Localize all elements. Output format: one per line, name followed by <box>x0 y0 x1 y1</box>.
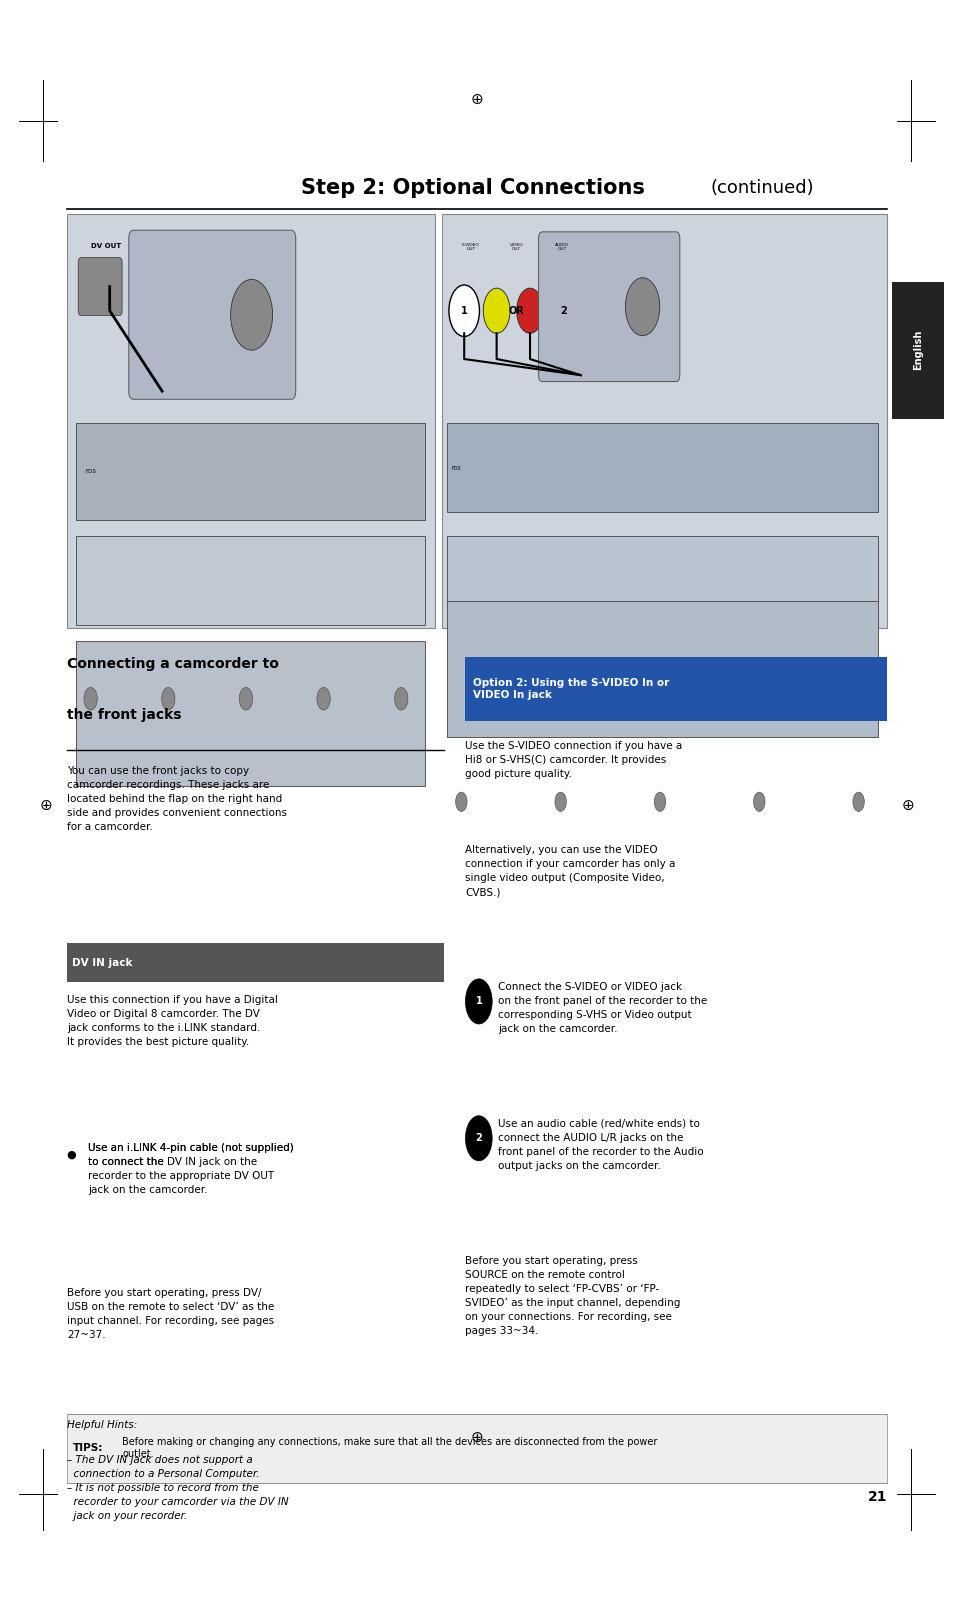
FancyBboxPatch shape <box>67 943 443 982</box>
Text: ●: ● <box>67 1150 76 1159</box>
Text: 21: 21 <box>867 1491 886 1504</box>
Text: Connecting a camcorder to: Connecting a camcorder to <box>67 657 278 671</box>
FancyBboxPatch shape <box>465 657 886 721</box>
Text: AUDIO
OUT: AUDIO OUT <box>555 243 569 251</box>
Text: OR: OR <box>508 306 524 316</box>
Circle shape <box>550 288 577 333</box>
Text: Use this connection if you have a Digital
Video or Digital 8 camcorder. The DV
j: Use this connection if you have a Digita… <box>67 995 277 1046</box>
Circle shape <box>231 280 273 351</box>
FancyBboxPatch shape <box>538 232 679 382</box>
Circle shape <box>395 687 408 710</box>
Text: 2: 2 <box>475 1133 481 1143</box>
Text: Before you start operating, press
SOURCE on the remote control
repeatedly to sel: Before you start operating, press SOURCE… <box>465 1256 680 1336</box>
Text: DV IN jack: DV IN jack <box>71 958 132 968</box>
Text: ⊕: ⊕ <box>901 797 914 813</box>
Text: 1: 1 <box>460 306 467 316</box>
Text: English: English <box>912 330 923 370</box>
FancyBboxPatch shape <box>891 282 943 419</box>
Text: Connect the S-VIDEO or VIDEO jack
on the front panel of the recorder to the
corr: Connect the S-VIDEO or VIDEO jack on the… <box>497 982 706 1034</box>
Circle shape <box>449 285 479 336</box>
Text: Use an i.LINK 4-pin cable (not supplied)
to connect the ​​​​​​​​​​​​​​​​​: Use an i.LINK 4-pin cable (not supplied)… <box>88 1143 294 1167</box>
FancyBboxPatch shape <box>447 423 877 512</box>
Circle shape <box>555 792 566 811</box>
Text: S-VIDEO
OUT: S-VIDEO OUT <box>461 243 479 251</box>
Text: Use the S-VIDEO connection if you have a
Hi8 or S-VHS(C) camcorder. It provides
: Use the S-VIDEO connection if you have a… <box>465 741 682 779</box>
Text: the front jacks: the front jacks <box>67 708 181 723</box>
Circle shape <box>239 687 253 710</box>
Text: ⊕: ⊕ <box>470 1430 483 1446</box>
Text: FDS: FDS <box>86 469 96 475</box>
Text: TIPS:: TIPS: <box>72 1443 103 1454</box>
Text: – The DV IN jack does not support a
  connection to a Personal Computer.
– It is: – The DV IN jack does not support a conn… <box>67 1455 288 1521</box>
FancyBboxPatch shape <box>76 423 425 520</box>
Text: Step 2: Optional Connections: Step 2: Optional Connections <box>301 179 652 198</box>
FancyBboxPatch shape <box>67 1414 886 1483</box>
FancyBboxPatch shape <box>67 214 435 628</box>
Text: DV OUT: DV OUT <box>91 243 121 250</box>
Circle shape <box>548 285 578 336</box>
Text: Before you start operating, press DV/
USB on the remote to select ‘DV’ as the
in: Before you start operating, press DV/ US… <box>67 1288 274 1340</box>
Text: You can use the front jacks to copy
camcorder recordings. These jacks are
locate: You can use the front jacks to copy camc… <box>67 766 287 832</box>
Text: Before making or changing any connections, make sure that all the devices are di: Before making or changing any connection… <box>122 1438 657 1459</box>
Circle shape <box>625 279 659 336</box>
FancyBboxPatch shape <box>447 536 877 625</box>
FancyBboxPatch shape <box>78 258 122 316</box>
Text: Use an audio cable (red/white ends) to
connect the AUDIO L/R jacks on the
front : Use an audio cable (red/white ends) to c… <box>497 1119 702 1170</box>
Circle shape <box>161 687 174 710</box>
FancyBboxPatch shape <box>76 536 425 625</box>
Circle shape <box>465 979 492 1024</box>
Text: (continued): (continued) <box>710 179 814 198</box>
Circle shape <box>84 687 97 710</box>
Text: Use an i.LINK 4-pin cable (not supplied)
to connect the DV IN jack on the
record: Use an i.LINK 4-pin cable (not supplied)… <box>88 1143 294 1195</box>
FancyBboxPatch shape <box>76 641 425 786</box>
Circle shape <box>753 792 764 811</box>
Circle shape <box>465 1116 492 1161</box>
Circle shape <box>852 792 863 811</box>
Circle shape <box>316 687 330 710</box>
FancyBboxPatch shape <box>129 230 295 399</box>
Text: Helpful Hints:: Helpful Hints: <box>67 1420 137 1430</box>
Circle shape <box>483 288 510 333</box>
Circle shape <box>517 288 543 333</box>
FancyBboxPatch shape <box>442 214 886 628</box>
Circle shape <box>654 792 665 811</box>
Text: ⊕: ⊕ <box>470 92 483 108</box>
Text: ⊕: ⊕ <box>39 797 52 813</box>
Text: 2: 2 <box>559 306 566 316</box>
Text: FDS: FDS <box>452 465 461 472</box>
Text: Alternatively, you can use the VIDEO
connection if your camcorder has only a
sin: Alternatively, you can use the VIDEO con… <box>465 845 675 897</box>
Text: Option 2: Using the S-VIDEO In or
VIDEO In jack: Option 2: Using the S-VIDEO In or VIDEO … <box>473 678 669 700</box>
Circle shape <box>451 288 477 333</box>
Circle shape <box>456 792 467 811</box>
FancyBboxPatch shape <box>447 601 877 737</box>
Text: 1: 1 <box>475 997 481 1006</box>
Text: VIDEO
OUT: VIDEO OUT <box>509 243 523 251</box>
